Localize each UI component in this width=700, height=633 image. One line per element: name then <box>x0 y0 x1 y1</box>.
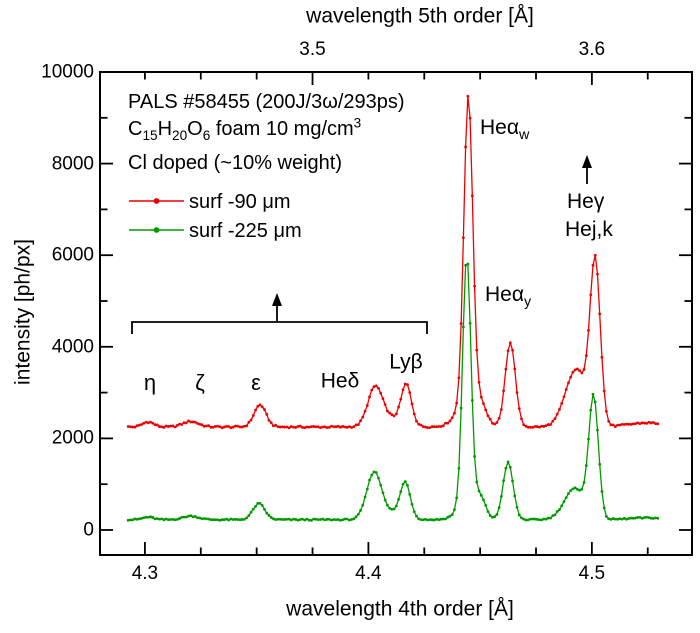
left-axis-title: intensity [ph/px] <box>11 239 35 385</box>
x-tick-label-4.5: 4.5 <box>578 563 606 584</box>
x2-tick-label-3.6: 3.6 <box>578 39 606 60</box>
legend-swatch-red <box>129 198 184 204</box>
peak-label-he-gamma: Heγ <box>567 190 605 213</box>
top-axis-title: wavelength 5th order [Å] <box>306 4 534 28</box>
legend-swatch-green <box>129 227 184 233</box>
plot-frame <box>99 71 693 556</box>
series-line-1 <box>128 262 658 522</box>
x-tick-label-4.4: 4.4 <box>355 563 382 584</box>
y-tick-label-2000: 2000 <box>51 427 94 449</box>
peak-label-he-alpha-w: Heαw <box>480 116 530 144</box>
y-tick-label-10000: 10000 <box>41 61 94 83</box>
y-tick-label-4000: 4000 <box>51 336 94 358</box>
legend-label-surf-90: surf -90 μm <box>189 191 291 213</box>
info-line-target: C15H20O6 foam 10 mg/cm3 <box>128 115 362 143</box>
info-line-dopant: Cl doped (~10% weight) <box>128 152 343 174</box>
spectra-curves <box>126 94 660 522</box>
hegamma-arrow-head-icon <box>582 155 592 168</box>
peak-label-he-alpha-y: Heαy <box>485 283 532 311</box>
y-tick-label-0: 0 <box>83 519 94 541</box>
peak-label-zeta: ζ <box>195 370 205 395</box>
axis-ticks <box>101 71 691 554</box>
bottom-axis-title: wavelength 4th order [Å] <box>286 597 514 621</box>
peak-label-eta: η <box>143 370 157 395</box>
peak-label-epsilon: ε <box>251 370 261 395</box>
y-tick-label-8000: 8000 <box>51 153 94 175</box>
legend-label-surf-225: surf -225 μm <box>189 220 302 242</box>
series-markers-0 <box>126 94 660 430</box>
x2-tick-label-3.5: 3.5 <box>299 39 326 60</box>
y-tick-label-6000: 6000 <box>51 244 94 266</box>
peak-label-he-jk: Hej,k <box>565 218 613 241</box>
peak-label-ly-beta: Lyβ <box>389 350 423 374</box>
series-markers-1 <box>126 262 660 522</box>
bracket-arrow-head-icon <box>272 293 282 306</box>
series-line-0 <box>128 96 658 429</box>
line-group-bracket <box>131 321 428 334</box>
x-tick-label-4.3: 4.3 <box>131 563 159 584</box>
info-line-shot: PALS #58455 (200J/3ω/293ps) <box>128 91 405 113</box>
peak-label-he-delta: Heδ <box>320 369 360 393</box>
